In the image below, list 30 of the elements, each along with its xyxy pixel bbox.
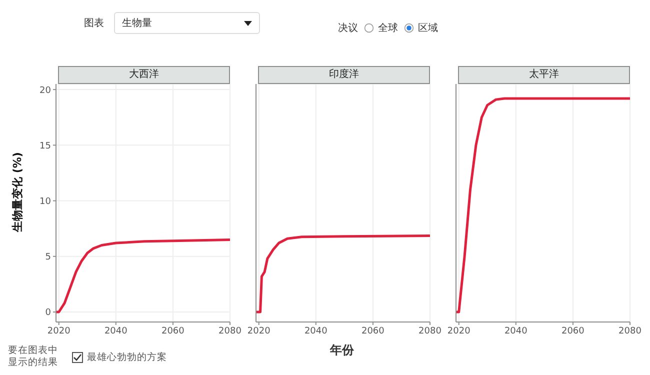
y-axis-title: 生物量变化 (%) (10, 151, 25, 234)
chart-title: 太平洋 (458, 66, 630, 84)
x-tick-label: 2080 (418, 326, 442, 336)
text: 最雄心勃勃的方案 (87, 350, 167, 364)
y-tick-label: 10 (40, 196, 52, 207)
text: 生物量 (122, 16, 152, 30)
x-tick-label: 2040 (104, 326, 128, 336)
x-tick-label: 2020 (247, 326, 271, 336)
x-tick-label: 2080 (618, 326, 642, 336)
line-series (56, 238, 230, 314)
x-axis-title: 年份 (328, 342, 355, 359)
text: 图表 (84, 16, 104, 30)
chart-title: 印度洋 (258, 66, 430, 84)
text: 决议 (338, 22, 358, 35)
x-tick-label: 2020 (47, 326, 71, 336)
x-tick-label: 2060 (162, 326, 185, 336)
y-tick-label: 5 (45, 252, 51, 263)
x-tick-label: 2080 (218, 326, 242, 336)
y-tick-label: 20 (40, 86, 52, 96)
text: 要在图表中显示的结果 (8, 345, 59, 369)
x-tick-label: 2040 (504, 326, 528, 336)
x-tick-label: 2060 (362, 326, 385, 336)
y-tick-label: 0 (45, 308, 52, 318)
x-tick-label: 2040 (304, 326, 328, 336)
y-tick-label: 15 (40, 141, 51, 152)
text: 区域 (418, 22, 438, 35)
x-tick-label: 2020 (447, 326, 471, 336)
chart-title: 大西洋 (58, 66, 230, 84)
text: 全球 (378, 22, 398, 35)
x-tick-label: 2060 (562, 326, 585, 336)
